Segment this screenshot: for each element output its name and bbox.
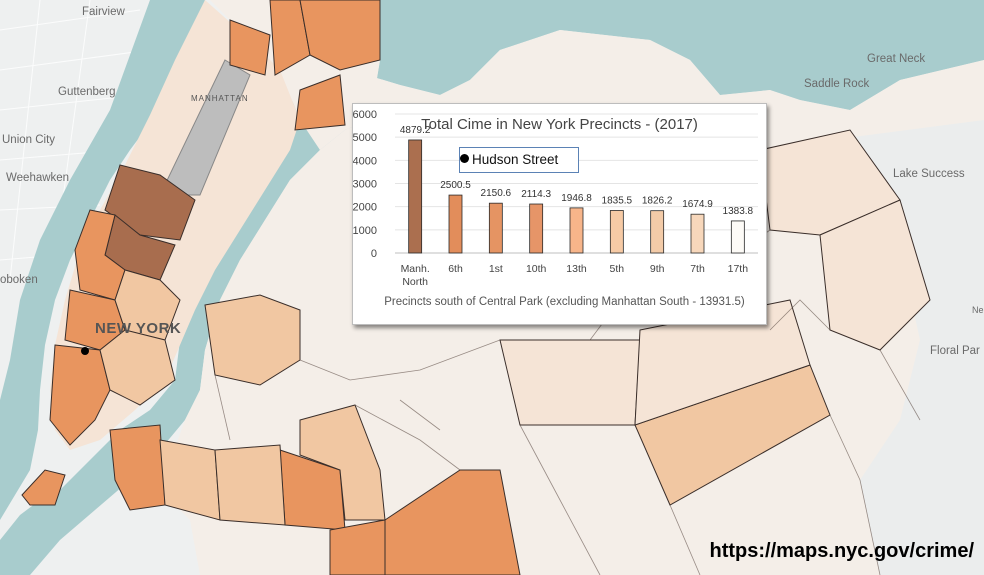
x-tick-label: 13th (566, 263, 587, 275)
place-fairview: Fairview (82, 6, 125, 18)
hudson-street-marker[interactable] (81, 347, 89, 355)
precinct-light-queens-4[interactable] (819, 199, 931, 351)
callout-label: Hudson Street (472, 152, 559, 167)
precinct-light-queens-2[interactable] (499, 339, 641, 426)
chart-xlabel: Precincts south of Central Park (excludi… (384, 296, 745, 308)
bar-value-label: 4879.2 (400, 125, 431, 136)
bar (569, 207, 584, 254)
precinct-mid-brooklyn-3[interactable] (214, 444, 286, 526)
precinct-mid-2[interactable] (99, 329, 176, 406)
x-tick-label: 9th (650, 263, 665, 275)
bar (730, 220, 745, 254)
sound-water (690, 0, 984, 110)
x-tick-label: Manh. (401, 263, 430, 275)
callout-marker-icon (460, 154, 469, 163)
bar-value-label: 2114.3 (521, 189, 551, 200)
y-tick-label: 0 (371, 248, 377, 260)
place-guttenberg: Guttenberg (58, 86, 116, 98)
y-tick-label: 3000 (353, 179, 377, 191)
place-great-neck: Great Neck (867, 53, 926, 65)
bar (488, 202, 503, 254)
precinct-strong-brooklyn-2[interactable] (21, 469, 66, 506)
x-tick-label: North (402, 276, 428, 288)
hudson-street-callout: Hudson Street (459, 147, 579, 173)
bar-value-label: 2150.6 (481, 188, 512, 199)
bar (690, 213, 705, 254)
y-tick-label: 5000 (353, 132, 377, 144)
y-tick-label: 2000 (353, 202, 377, 214)
bar-value-label: 1383.8 (723, 206, 754, 217)
place-hoboken: oboken (0, 274, 38, 286)
place-lake-success: Lake Success (893, 168, 965, 180)
bar-value-label: 2500.5 (440, 180, 471, 191)
place-union-city: Union City (2, 134, 56, 146)
place-weehawken: Weehawken (6, 172, 70, 184)
bar-value-label: 1946.8 (561, 193, 592, 204)
place-new-york: NEW YORK (95, 320, 182, 337)
y-tick-label: 4000 (353, 155, 377, 167)
nassau-land (830, 120, 984, 575)
x-tick-label: 7th (690, 263, 705, 275)
precinct-strong-bronx-1[interactable] (229, 19, 271, 76)
place-floral-park: Floral Par (930, 345, 980, 357)
precinct-dark-1[interactable] (104, 164, 196, 241)
place-ne: Ne (972, 305, 984, 315)
bar (408, 139, 423, 254)
place-saddle-rock: Saddle Rock (804, 78, 870, 90)
bar (529, 203, 544, 254)
x-tick-label: 6th (448, 263, 463, 275)
precinct-strong-bronx-4[interactable] (294, 74, 346, 131)
precinct-strong-bronx-3[interactable] (299, 0, 381, 71)
precinct-strong-brooklyn-5[interactable] (329, 519, 386, 575)
x-tick-label: 1st (489, 263, 503, 275)
x-tick-label: 5th (610, 263, 625, 275)
place-manhattan: MANHATTAN (191, 94, 249, 103)
precinct-polygons[interactable] (21, 0, 931, 575)
bar-value-label: 1835.5 (602, 195, 633, 206)
chart-plot: 0 1000 2000 3000 4000 5000 6000 4879.2 Manh.Nort… (353, 109, 758, 288)
bar-value-label: 1674.9 (682, 199, 713, 210)
bar (609, 210, 624, 254)
x-tick-label: 10th (526, 263, 547, 275)
central-park (159, 59, 251, 196)
y-tick-label: 1000 (353, 225, 377, 237)
precinct-strong-brooklyn-1[interactable] (109, 424, 166, 511)
nj-streets (0, 0, 151, 281)
bar (650, 210, 665, 254)
chart-title: Total Cime in New York Precincts - (2017… (421, 116, 698, 133)
bar-value-label: 1826.2 (642, 196, 673, 207)
x-tick-label: 17th (728, 263, 749, 275)
y-tick-label: 6000 (353, 109, 377, 121)
crime-bar-chart: 0 1000 2000 3000 4000 5000 6000 4879.2 Manh. Nort… (352, 103, 767, 325)
precinct-mid-brooklyn-4[interactable] (299, 404, 386, 521)
source-url[interactable]: https://maps.nyc.gov/crime/ (709, 540, 974, 562)
bar (448, 194, 463, 254)
